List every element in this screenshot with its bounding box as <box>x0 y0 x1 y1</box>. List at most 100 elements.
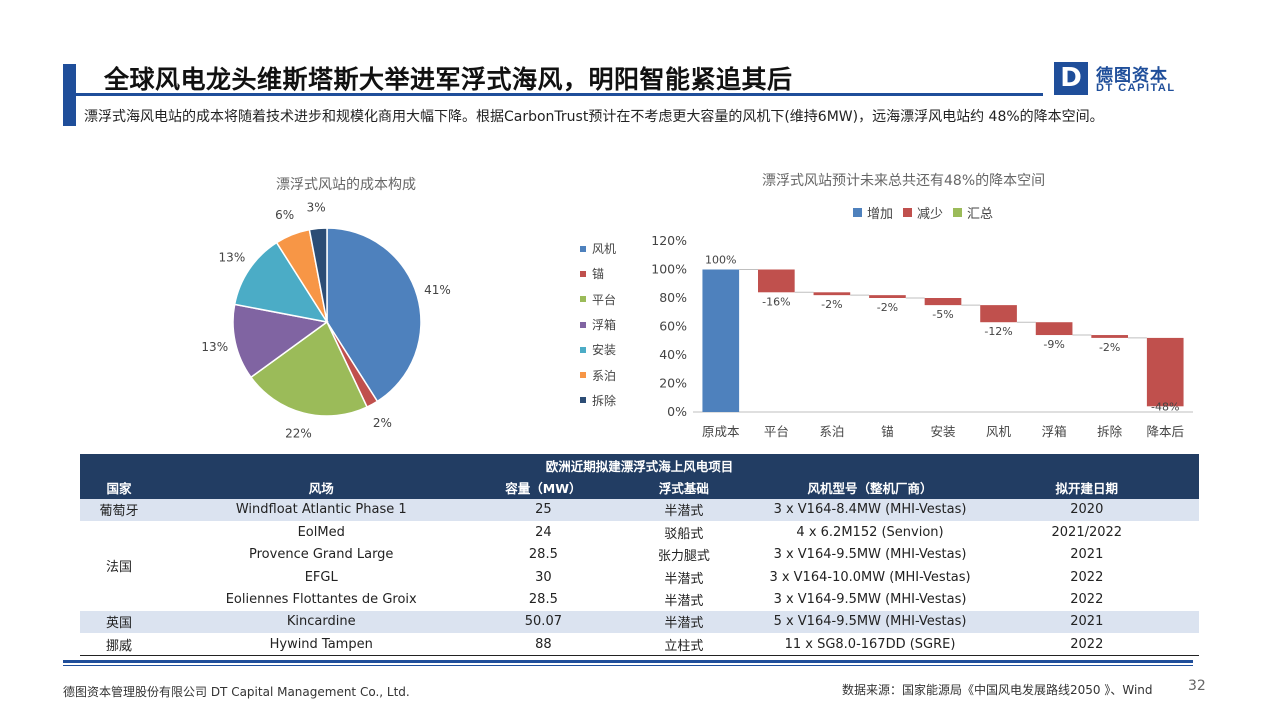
waterfall-bar-1 <box>758 269 795 293</box>
legend-label: 系泊 <box>592 368 617 383</box>
y-tick-label: 0% <box>667 404 687 419</box>
cell-capacity: 25 <box>484 498 603 522</box>
col-header-country: 国家 <box>80 476 158 499</box>
cell-farm: EFGL <box>304 569 338 585</box>
legend-swatch <box>853 208 862 217</box>
x-category-label: 系泊 <box>819 424 844 439</box>
col-header-turbine: 风机型号（整机厂商） <box>765 476 975 499</box>
legend-label: 增加 <box>867 207 894 222</box>
cell-foundation: 半潜式 <box>664 571 704 587</box>
footer-company: 德图资本管理股份有限公司 DT Capital Management Co., … <box>63 685 410 699</box>
waterfall-legend-item: 汇总 <box>953 203 993 222</box>
cell-turbine: 3 x V164-9.5MW (MHI-Vestas) <box>773 547 967 563</box>
table-row: Eoliennes Flottantes de Groix 28.5 半潜式 3… <box>80 588 1199 610</box>
cell-foundation: 张力腿式 <box>657 549 710 565</box>
legend-label: 浮箱 <box>592 318 617 333</box>
waterfall-legend-item: 减少 <box>903 203 943 222</box>
waterfall-bar-4 <box>924 298 962 306</box>
cell-capacity: 50.07 <box>484 610 603 634</box>
legend-label: 拆除 <box>592 393 617 408</box>
waterfall-value-label: -9% <box>1043 338 1064 351</box>
cell-date: 2022 <box>974 633 1199 657</box>
cell-turbine: 11 x SG8.0-167DD (SGRE) <box>765 633 975 657</box>
projects-table: 欧洲近期拟建漂浮式海上风电项目 国家 风场 容量（MW） 浮式基础 风机型号（整… <box>80 454 1199 657</box>
table-row: EFGL 30 半潜式 3 x V164-10.0MW (MHI-Vestas)… <box>80 566 1199 588</box>
cell-capacity: 88 <box>484 633 603 657</box>
pie-legend-item: 系泊 <box>580 362 616 387</box>
waterfall-value-label: -2% <box>821 298 842 311</box>
legend-swatch <box>580 372 586 379</box>
waterfall-bar-3 <box>869 295 906 298</box>
x-category-label: 浮箱 <box>1042 424 1067 439</box>
footer-rule-thin <box>63 665 1193 666</box>
cell-farm: Kincardine <box>157 610 485 634</box>
table-row: 挪威 Hywind Tampen 88 立柱式 11 x SG8.0-167DD… <box>80 633 1199 657</box>
col-header-date: 拟开建日期 <box>974 476 1199 499</box>
pie-chart-title: 漂浮式风站的成本构成 <box>276 177 416 193</box>
x-category-label: 降本后 <box>1146 424 1184 439</box>
waterfall-chart-title: 漂浮式风站预计未来总共还有48%的降本空间 <box>762 173 1046 189</box>
cell-turbine: 3 x V164-8.4MW (MHI-Vestas) <box>765 498 975 522</box>
title-underline <box>63 93 1043 96</box>
waterfall-value-label: -16% <box>762 295 790 308</box>
legend-swatch <box>953 208 963 217</box>
pie-value-label: 6% <box>275 208 294 222</box>
pie-legend-item: 风机 <box>580 236 616 261</box>
cell-farm: EolMed <box>297 524 345 540</box>
legend-label: 安装 <box>592 343 617 358</box>
waterfall-value-label: -12% <box>984 325 1012 338</box>
pie-slice-2 <box>249 320 369 417</box>
pie-legend-item: 浮箱 <box>580 312 616 337</box>
page-title: 全球风电龙头维斯塔斯大举进军浮式海风，明阳智能紧追其后 <box>104 65 793 94</box>
cell-turbine: 4 x 6.2M152 (Senvion) <box>796 524 944 540</box>
legend-label: 减少 <box>917 207 944 222</box>
x-category-label: 拆除 <box>1097 424 1123 439</box>
cell-capacity: 28.5 <box>528 592 558 608</box>
cell-foundation: 半潜式 <box>602 498 766 522</box>
pie-value-label: 13% <box>201 340 228 354</box>
legend-label: 锚 <box>592 267 605 282</box>
col-header-farm: 风场 <box>157 476 485 499</box>
waterfall-value-label: -5% <box>932 308 953 321</box>
waterfall-value-label: -48% <box>1151 400 1179 413</box>
legend-label: 汇总 <box>967 207 994 222</box>
y-tick-label: 120% <box>651 233 687 248</box>
cell-country: 葡萄牙 <box>80 498 158 522</box>
pie-legend: 风机锚平台浮箱安装系泊拆除 <box>580 236 616 413</box>
legend-swatch <box>903 208 913 217</box>
waterfall-legend-item: 增加 <box>853 203 893 222</box>
logo-mark: D <box>1054 62 1088 95</box>
cell-farm: Eoliennes Flottantes de Groix <box>225 592 417 608</box>
cell-country: 挪威 <box>80 633 158 657</box>
cell-farm: Hywind Tampen <box>157 633 485 657</box>
y-tick-label: 100% <box>651 262 687 277</box>
cell-capacity: 30 <box>535 569 552 585</box>
description-text: 漂浮式海风电站的成本将随着技术进步和规模化商用大幅下降。根据CarbonTrus… <box>84 109 1104 125</box>
pie-legend-item: 平台 <box>580 287 616 312</box>
waterfall-bar-2 <box>813 292 851 296</box>
cell-turbine: 3 x V164-9.5MW (MHI-Vestas) <box>773 592 967 608</box>
table-title: 欧洲近期拟建漂浮式海上风电项目 <box>80 454 1199 477</box>
table-row: 英国 Kincardine 50.07 半潜式 5 x V164-9.5MW (… <box>80 610 1199 634</box>
x-category-label: 锚 <box>881 424 894 439</box>
pie-value-label: 22% <box>285 426 312 440</box>
cell-date: 2020 <box>974 498 1199 522</box>
x-category-label: 风机 <box>986 424 1012 439</box>
footer-rule <box>63 660 1193 663</box>
footer-source: 数据来源：国家能源局《中国风电发展路线2050 》、Wind <box>842 683 1153 697</box>
waterfall-legend: 增加 减少 汇总 <box>853 203 1003 222</box>
legend-swatch <box>580 397 586 404</box>
cell-date: 2021 <box>974 610 1199 634</box>
pie-legend-item: 拆除 <box>580 388 616 413</box>
waterfall-bar-8 <box>1146 337 1184 407</box>
company-logo: D 德图资本 DT CAPITAL <box>1054 62 1194 96</box>
cell-farm: Provence Grand Large <box>249 547 394 563</box>
logo-english-name: DT CAPITAL <box>1096 82 1176 94</box>
legend-swatch <box>580 245 586 252</box>
cell-date: 2021/2022 <box>1051 524 1123 540</box>
cell-turbine: 3 x V164-10.0MW (MHI-Vestas) <box>769 569 971 585</box>
pie-value-label: 3% <box>307 201 326 215</box>
legend-swatch <box>580 296 586 303</box>
col-header-foundation: 浮式基础 <box>602 476 766 499</box>
pie-chart: 41% 2% 22% 13% 13% 6% 3% <box>201 201 450 441</box>
